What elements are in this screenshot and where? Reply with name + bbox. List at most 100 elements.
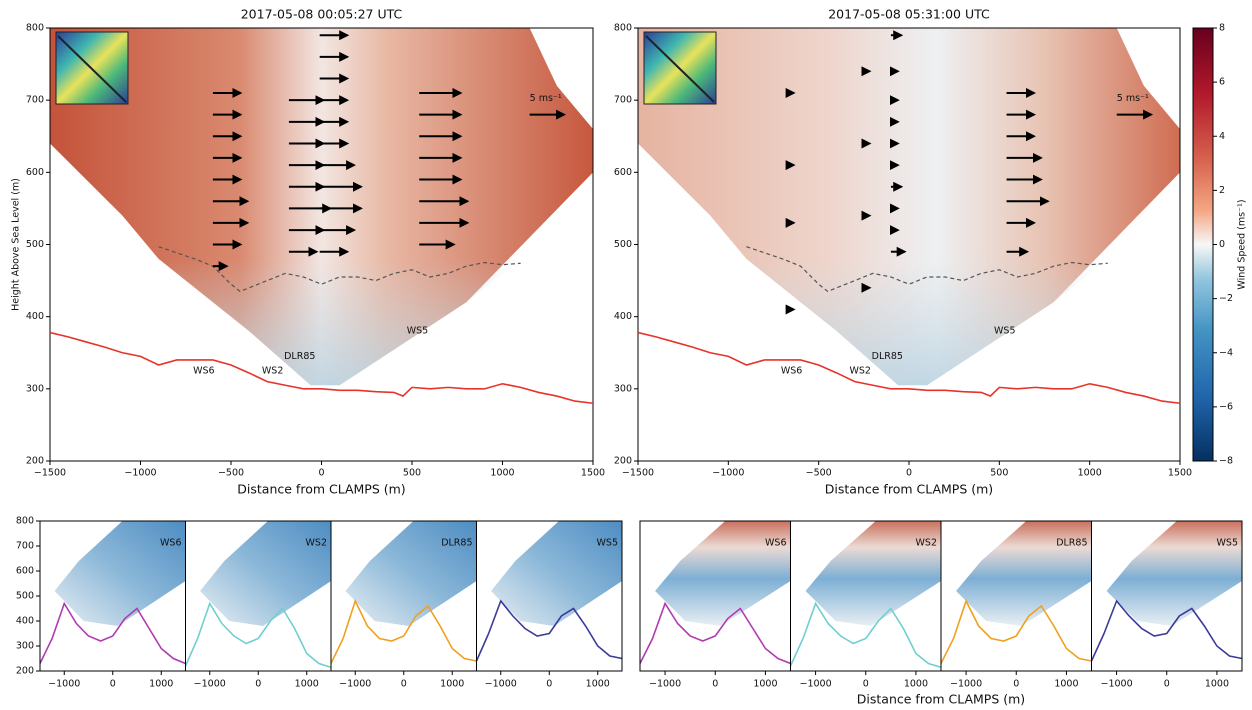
x-tick-label: 0 (863, 679, 869, 690)
x-tick-label: 500 (403, 468, 421, 479)
site-label: DLR85 (1056, 538, 1087, 549)
colorbar-tick-label: 4 (1219, 131, 1225, 142)
site-label: DLR85 (441, 538, 472, 549)
x-tick-label: 1000 (904, 679, 928, 690)
boundary-line (158, 246, 521, 293)
wind-field (655, 521, 791, 626)
site-label: WS2 (916, 538, 937, 549)
wind-field (54, 521, 186, 626)
y-tick-label: 600 (16, 566, 34, 577)
x-tick-label: 0 (712, 679, 718, 690)
x-axis-label: Distance from CLAMPS (m) (237, 482, 405, 497)
y-axis-label: Height Above Sea Level (m) (11, 178, 22, 311)
y-tick-label: 700 (16, 541, 34, 552)
site-label: DLR85 (872, 351, 903, 362)
boundary-line (746, 246, 1108, 293)
x-tick-label: 0 (906, 468, 912, 479)
wind-field-low (158, 258, 521, 386)
site-label: WS6 (781, 365, 802, 376)
y-tick-label: 700 (614, 95, 632, 106)
y-tick-label: 500 (16, 591, 34, 602)
x-tick-label: −1500 (34, 468, 66, 479)
site-label: WS6 (193, 365, 214, 376)
site-label: WS2 (262, 365, 283, 376)
x-tick-label: 0 (401, 679, 407, 690)
reference-label: 5 ms⁻¹ (1117, 93, 1149, 104)
y-tick-label: 600 (26, 167, 44, 178)
panel-title: 2017-05-08 00:05:27 UTC (241, 7, 403, 22)
y-tick-label: 800 (26, 23, 44, 34)
x-tick-label: 0 (1013, 679, 1019, 690)
y-tick-label: 300 (26, 383, 44, 394)
y-tick-label: 200 (614, 456, 632, 467)
y-tick-label: 200 (16, 666, 34, 677)
x-tick-label: −500 (806, 468, 832, 479)
x-tick-label: −1500 (622, 468, 654, 479)
terrain-line (789, 601, 942, 669)
y-tick-label: 500 (26, 239, 44, 250)
y-tick-label: 500 (614, 239, 632, 250)
x-tick-label: −1000 (950, 679, 982, 690)
site-label: WS5 (407, 326, 428, 337)
x-tick-label: −1000 (712, 468, 744, 479)
y-tick-label: 400 (16, 616, 34, 627)
x-tick-label: 1000 (149, 679, 173, 690)
x-tick-label: −1000 (485, 679, 517, 690)
x-tick-label: 1000 (440, 679, 464, 690)
site-label: WS2 (849, 365, 870, 376)
x-axis-label: Distance from CLAMPS (m) (825, 482, 993, 497)
terrain-line (184, 601, 332, 669)
site-label: WS6 (765, 538, 786, 549)
terrain-line (637, 331, 1181, 405)
colorbar-tick-label: −8 (1219, 456, 1233, 467)
y-tick-label: 400 (614, 311, 632, 322)
x-tick-label: −1000 (339, 679, 371, 690)
site-label: DLR85 (284, 351, 315, 362)
x-tick-label: −1000 (800, 679, 832, 690)
reference-label: 5 ms⁻¹ (530, 93, 562, 104)
x-tick-label: 1000 (753, 679, 777, 690)
y-tick-label: 800 (614, 23, 632, 34)
inset-track (57, 35, 127, 103)
x-tick-label: −1000 (48, 679, 80, 690)
colorbar-tick-label: −2 (1219, 293, 1233, 304)
x-axis-label: Distance from CLAMPS (m) (857, 692, 1025, 707)
terrain-line (39, 601, 186, 665)
wind-field (345, 521, 477, 626)
x-tick-label: −500 (218, 468, 244, 479)
wind-field (805, 521, 941, 626)
x-tick-label: −1000 (124, 468, 156, 479)
colorbar-tick-label: 6 (1219, 77, 1225, 88)
colorbar-tick-label: 2 (1219, 185, 1225, 196)
y-tick-label: 700 (26, 95, 44, 106)
terrain-line (639, 601, 791, 665)
y-tick-label: 800 (16, 516, 34, 527)
inset-track (645, 35, 715, 103)
y-tick-label: 200 (26, 456, 44, 467)
site-label: WS5 (994, 326, 1015, 337)
x-tick-label: 0 (110, 679, 116, 690)
x-tick-label: −1000 (1101, 679, 1133, 690)
site-label: WS5 (1217, 538, 1238, 549)
colorbar-tick-label: −4 (1219, 347, 1233, 358)
wind-field (200, 521, 331, 626)
colorbar-label: Wind Speed (ms⁻¹) (1237, 199, 1248, 289)
x-tick-label: 1000 (1078, 468, 1102, 479)
terrain-line (49, 331, 594, 405)
site-label: WS6 (160, 538, 181, 549)
colorbar (1192, 27, 1214, 462)
colorbar-tick-label: −6 (1219, 401, 1233, 412)
wind-field (1106, 521, 1242, 626)
x-tick-label: 1000 (1054, 679, 1078, 690)
x-tick-label: 500 (990, 468, 1008, 479)
y-tick-label: 300 (16, 641, 34, 652)
terrain-line (475, 599, 623, 662)
site-label: WS2 (306, 538, 327, 549)
wind-field (956, 521, 1092, 626)
y-tick-label: 600 (614, 167, 632, 178)
terrain-line (1090, 599, 1243, 662)
site-label: WS5 (597, 538, 618, 549)
y-tick-label: 400 (26, 311, 44, 322)
colorbar-tick-label: 0 (1219, 239, 1225, 250)
